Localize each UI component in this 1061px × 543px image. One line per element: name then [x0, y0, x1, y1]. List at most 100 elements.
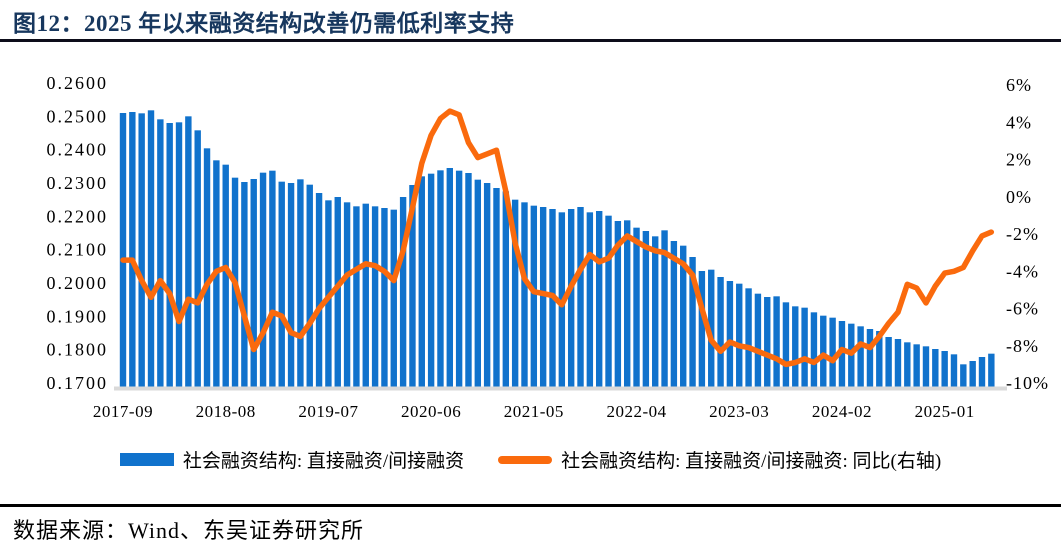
bar — [978, 357, 986, 387]
bar — [203, 148, 211, 387]
left-axis-tick: 0.2000 — [47, 273, 109, 293]
bar — [717, 277, 724, 387]
bar — [680, 245, 687, 387]
bar — [362, 203, 369, 387]
yoy-line — [120, 108, 995, 368]
left-axis-tick: 0.2500 — [47, 106, 109, 126]
bar — [960, 364, 967, 387]
bar — [399, 197, 407, 387]
left-axis-tick: 0.2300 — [47, 173, 109, 193]
bar — [633, 227, 640, 387]
legend-label-ratio: 社会融资结构: 直接融资/间接融资 — [182, 451, 465, 472]
bar — [689, 257, 696, 387]
bar — [969, 361, 976, 387]
bar — [950, 354, 958, 387]
bar — [157, 119, 164, 387]
footer-divider — [0, 504, 1061, 507]
x-axis-tick: 2022-04 — [606, 402, 666, 421]
bar — [932, 349, 939, 387]
x-axis-tick: 2017-09 — [93, 402, 153, 421]
bar — [782, 302, 790, 387]
bar — [194, 130, 201, 387]
right-axis-tick: 6% — [1006, 75, 1032, 95]
bar — [595, 211, 603, 387]
bar-series — [119, 110, 995, 387]
x-axis-tick: 2021-05 — [504, 402, 564, 421]
bar — [418, 176, 425, 387]
bar — [315, 193, 323, 387]
bar — [941, 351, 948, 387]
bar — [652, 236, 659, 387]
x-axis-tick: 2018-08 — [196, 402, 256, 421]
bar — [241, 182, 248, 387]
bar — [353, 206, 360, 387]
figure-title: 图12：2025 年以来融资结构改善仍需低利率支持 — [13, 11, 515, 36]
data-source: 数据来源：Wind、东吴证券研究所 — [13, 518, 364, 543]
bar — [269, 170, 276, 387]
bar — [988, 353, 995, 387]
bar — [371, 206, 379, 387]
bar — [670, 241, 678, 387]
bar — [642, 231, 650, 387]
bar — [493, 188, 500, 387]
bar — [483, 183, 491, 387]
bar — [614, 221, 622, 387]
bar — [446, 168, 453, 387]
right-axis-tick: -4% — [1006, 261, 1039, 281]
dual-axis-chart: 0.2600 0.2500 0.2400 0.2300 0.2200 0.2100 0.20… — [47, 73, 1049, 421]
bar — [175, 122, 183, 387]
right-axis-tick: -8% — [1006, 336, 1039, 356]
bar-series-swatch — [119, 453, 174, 466]
bar — [838, 321, 846, 387]
x-axis-tick: 2024-02 — [812, 402, 872, 421]
bar — [278, 181, 285, 387]
bar — [119, 113, 127, 387]
bar — [185, 116, 192, 387]
bar — [250, 179, 257, 387]
bar — [306, 184, 313, 387]
left-axis-tick: 0.1900 — [47, 306, 109, 326]
bar — [624, 220, 631, 387]
right-axis-tick: -10% — [1006, 373, 1049, 393]
bar — [708, 269, 715, 387]
bar — [259, 172, 267, 387]
x-axis-tick: 2025-01 — [915, 402, 975, 421]
right-axis-tick: 4% — [1006, 112, 1032, 132]
legend-item-yoy: 社会融资结构: 直接融资/间接融资: 同比(右轴) — [498, 446, 941, 473]
right-axis-tick: -2% — [1006, 224, 1039, 244]
bar — [661, 230, 668, 387]
bar — [605, 215, 612, 387]
legend-item-ratio: 社会融资结构: 直接融资/间接融资 — [119, 446, 465, 473]
bar — [820, 315, 827, 387]
left-axis-tick: 0.2600 — [47, 73, 109, 93]
bar — [792, 306, 799, 387]
x-axis-tick: 2020-06 — [401, 402, 461, 421]
bar — [866, 329, 874, 387]
bar — [530, 205, 538, 387]
legend-label-yoy: 社会融资结构: 直接融资/间接融资: 同比(右轴) — [561, 451, 942, 472]
bar — [334, 197, 341, 387]
bar — [586, 212, 594, 387]
bar — [810, 312, 818, 387]
x-axis-tick: 2019-07 — [298, 402, 358, 421]
x-axis-tick: 2023-03 — [709, 402, 769, 421]
right-axis-tick: -6% — [1006, 299, 1039, 319]
bar — [801, 307, 808, 387]
left-axis-tick: 0.1700 — [47, 373, 109, 393]
x-axis-line — [114, 386, 1007, 391]
line-series-swatch — [498, 455, 553, 464]
bar — [166, 123, 173, 387]
bar — [904, 342, 911, 387]
bar — [521, 202, 528, 387]
title-divider — [0, 39, 1061, 42]
right-axis-tick: 2% — [1006, 150, 1032, 170]
left-axis-tick: 0.2100 — [47, 240, 109, 260]
bar — [297, 179, 304, 387]
bar — [726, 281, 734, 387]
bar — [381, 208, 388, 387]
bar — [455, 170, 463, 387]
bar — [577, 207, 584, 387]
bar — [698, 271, 706, 387]
left-axis-tick: 0.2400 — [47, 140, 109, 160]
